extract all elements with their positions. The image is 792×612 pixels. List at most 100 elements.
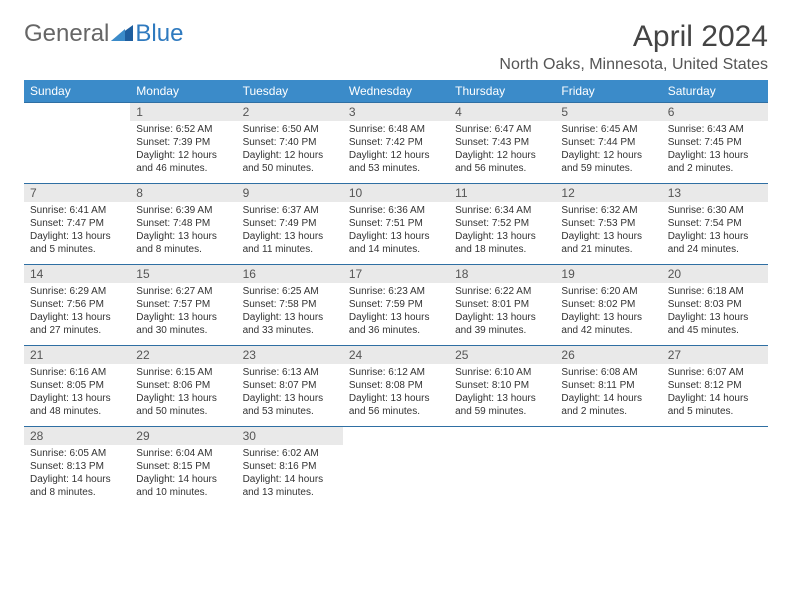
day-body: Sunrise: 6:12 AMSunset: 8:08 PMDaylight:…: [343, 364, 449, 426]
sunrise-text: Sunrise: 6:16 AM: [30, 366, 124, 379]
daylight-text: Daylight: 12 hours and 50 minutes.: [243, 149, 337, 175]
sunrise-text: Sunrise: 6:18 AM: [668, 285, 762, 298]
daylight-text: Daylight: 14 hours and 8 minutes.: [30, 473, 124, 499]
calendar-day-cell: 11Sunrise: 6:34 AMSunset: 7:52 PMDayligh…: [449, 184, 555, 265]
location-text: North Oaks, Minnesota, United States: [24, 56, 768, 74]
sunrise-text: Sunrise: 6:29 AM: [30, 285, 124, 298]
day-body: Sunrise: 6:18 AMSunset: 8:03 PMDaylight:…: [662, 283, 768, 345]
calendar-day-cell: 22Sunrise: 6:15 AMSunset: 8:06 PMDayligh…: [130, 346, 236, 427]
sunset-text: Sunset: 7:59 PM: [349, 298, 443, 311]
day-body: [555, 431, 661, 485]
sunset-text: Sunset: 7:52 PM: [455, 217, 549, 230]
sunset-text: Sunset: 7:40 PM: [243, 136, 337, 149]
sunset-text: Sunset: 7:39 PM: [136, 136, 230, 149]
sunset-text: Sunset: 7:47 PM: [30, 217, 124, 230]
day-number: 9: [237, 184, 343, 202]
weekday-header: Tuesday: [237, 80, 343, 103]
sunrise-text: Sunrise: 6:23 AM: [349, 285, 443, 298]
brand-part2: Blue: [135, 20, 183, 48]
daylight-text: Daylight: 12 hours and 56 minutes.: [455, 149, 549, 175]
calendar-week-row: 14Sunrise: 6:29 AMSunset: 7:56 PMDayligh…: [24, 265, 768, 346]
sunrise-text: Sunrise: 6:39 AM: [136, 204, 230, 217]
weekday-header: Thursday: [449, 80, 555, 103]
day-body: Sunrise: 6:05 AMSunset: 8:13 PMDaylight:…: [24, 445, 130, 507]
sunset-text: Sunset: 8:05 PM: [30, 379, 124, 392]
sunset-text: Sunset: 8:10 PM: [455, 379, 549, 392]
day-body: [449, 431, 555, 485]
calendar-day-cell: 9Sunrise: 6:37 AMSunset: 7:49 PMDaylight…: [237, 184, 343, 265]
daylight-text: Daylight: 14 hours and 10 minutes.: [136, 473, 230, 499]
day-body: [662, 431, 768, 485]
day-body: Sunrise: 6:45 AMSunset: 7:44 PMDaylight:…: [555, 121, 661, 183]
day-number: 13: [662, 184, 768, 202]
calendar-day-cell: 28Sunrise: 6:05 AMSunset: 8:13 PMDayligh…: [24, 427, 130, 508]
calendar-day-cell: 19Sunrise: 6:20 AMSunset: 8:02 PMDayligh…: [555, 265, 661, 346]
calendar-page: General Blue April 2024 North Oaks, Minn…: [0, 0, 792, 612]
sunrise-text: Sunrise: 6:02 AM: [243, 447, 337, 460]
calendar-day-cell: 25Sunrise: 6:10 AMSunset: 8:10 PMDayligh…: [449, 346, 555, 427]
day-body: Sunrise: 6:16 AMSunset: 8:05 PMDaylight:…: [24, 364, 130, 426]
header: General Blue April 2024: [24, 20, 768, 54]
day-number: 27: [662, 346, 768, 364]
sunrise-text: Sunrise: 6:04 AM: [136, 447, 230, 460]
sunset-text: Sunset: 8:15 PM: [136, 460, 230, 473]
brand-triangle-icon: [111, 20, 133, 48]
sunrise-text: Sunrise: 6:43 AM: [668, 123, 762, 136]
sunset-text: Sunset: 8:01 PM: [455, 298, 549, 311]
sunset-text: Sunset: 8:11 PM: [561, 379, 655, 392]
day-number: 30: [237, 427, 343, 445]
day-body: Sunrise: 6:36 AMSunset: 7:51 PMDaylight:…: [343, 202, 449, 264]
daylight-text: Daylight: 13 hours and 56 minutes.: [349, 392, 443, 418]
sunset-text: Sunset: 7:56 PM: [30, 298, 124, 311]
sunrise-text: Sunrise: 6:48 AM: [349, 123, 443, 136]
sunset-text: Sunset: 8:08 PM: [349, 379, 443, 392]
sunrise-text: Sunrise: 6:30 AM: [668, 204, 762, 217]
sunrise-text: Sunrise: 6:20 AM: [561, 285, 655, 298]
daylight-text: Daylight: 13 hours and 8 minutes.: [136, 230, 230, 256]
calendar-day-cell: 15Sunrise: 6:27 AMSunset: 7:57 PMDayligh…: [130, 265, 236, 346]
sunset-text: Sunset: 8:06 PM: [136, 379, 230, 392]
sunrise-text: Sunrise: 6:36 AM: [349, 204, 443, 217]
day-number: 1: [130, 103, 236, 121]
calendar-day-cell: [24, 103, 130, 184]
daylight-text: Daylight: 13 hours and 21 minutes.: [561, 230, 655, 256]
daylight-text: Daylight: 13 hours and 45 minutes.: [668, 311, 762, 337]
calendar-day-cell: 2Sunrise: 6:50 AMSunset: 7:40 PMDaylight…: [237, 103, 343, 184]
calendar-day-cell: 1Sunrise: 6:52 AMSunset: 7:39 PMDaylight…: [130, 103, 236, 184]
sunset-text: Sunset: 7:48 PM: [136, 217, 230, 230]
day-body: Sunrise: 6:32 AMSunset: 7:53 PMDaylight:…: [555, 202, 661, 264]
calendar-day-cell: 18Sunrise: 6:22 AMSunset: 8:01 PMDayligh…: [449, 265, 555, 346]
day-number: 2: [237, 103, 343, 121]
day-number: 29: [130, 427, 236, 445]
day-body: Sunrise: 6:02 AMSunset: 8:16 PMDaylight:…: [237, 445, 343, 507]
page-title: April 2024: [633, 20, 768, 54]
day-number: 15: [130, 265, 236, 283]
day-number: 19: [555, 265, 661, 283]
day-body: [343, 431, 449, 485]
weekday-header: Wednesday: [343, 80, 449, 103]
daylight-text: Daylight: 13 hours and 42 minutes.: [561, 311, 655, 337]
sunset-text: Sunset: 7:51 PM: [349, 217, 443, 230]
day-body: Sunrise: 6:47 AMSunset: 7:43 PMDaylight:…: [449, 121, 555, 183]
day-body: Sunrise: 6:37 AMSunset: 7:49 PMDaylight:…: [237, 202, 343, 264]
sunset-text: Sunset: 7:42 PM: [349, 136, 443, 149]
brand-logo: General Blue: [24, 20, 183, 48]
daylight-text: Daylight: 13 hours and 48 minutes.: [30, 392, 124, 418]
sunset-text: Sunset: 7:53 PM: [561, 217, 655, 230]
day-body: Sunrise: 6:10 AMSunset: 8:10 PMDaylight:…: [449, 364, 555, 426]
day-body: Sunrise: 6:13 AMSunset: 8:07 PMDaylight:…: [237, 364, 343, 426]
calendar-week-row: 21Sunrise: 6:16 AMSunset: 8:05 PMDayligh…: [24, 346, 768, 427]
daylight-text: Daylight: 13 hours and 30 minutes.: [136, 311, 230, 337]
sunset-text: Sunset: 7:57 PM: [136, 298, 230, 311]
day-number: 5: [555, 103, 661, 121]
calendar-week-row: 1Sunrise: 6:52 AMSunset: 7:39 PMDaylight…: [24, 103, 768, 184]
daylight-text: Daylight: 13 hours and 27 minutes.: [30, 311, 124, 337]
daylight-text: Daylight: 13 hours and 39 minutes.: [455, 311, 549, 337]
daylight-text: Daylight: 14 hours and 5 minutes.: [668, 392, 762, 418]
day-body: Sunrise: 6:07 AMSunset: 8:12 PMDaylight:…: [662, 364, 768, 426]
day-body: Sunrise: 6:27 AMSunset: 7:57 PMDaylight:…: [130, 283, 236, 345]
day-body: Sunrise: 6:29 AMSunset: 7:56 PMDaylight:…: [24, 283, 130, 345]
day-number: 18: [449, 265, 555, 283]
calendar-day-cell: 3Sunrise: 6:48 AMSunset: 7:42 PMDaylight…: [343, 103, 449, 184]
sunrise-text: Sunrise: 6:05 AM: [30, 447, 124, 460]
